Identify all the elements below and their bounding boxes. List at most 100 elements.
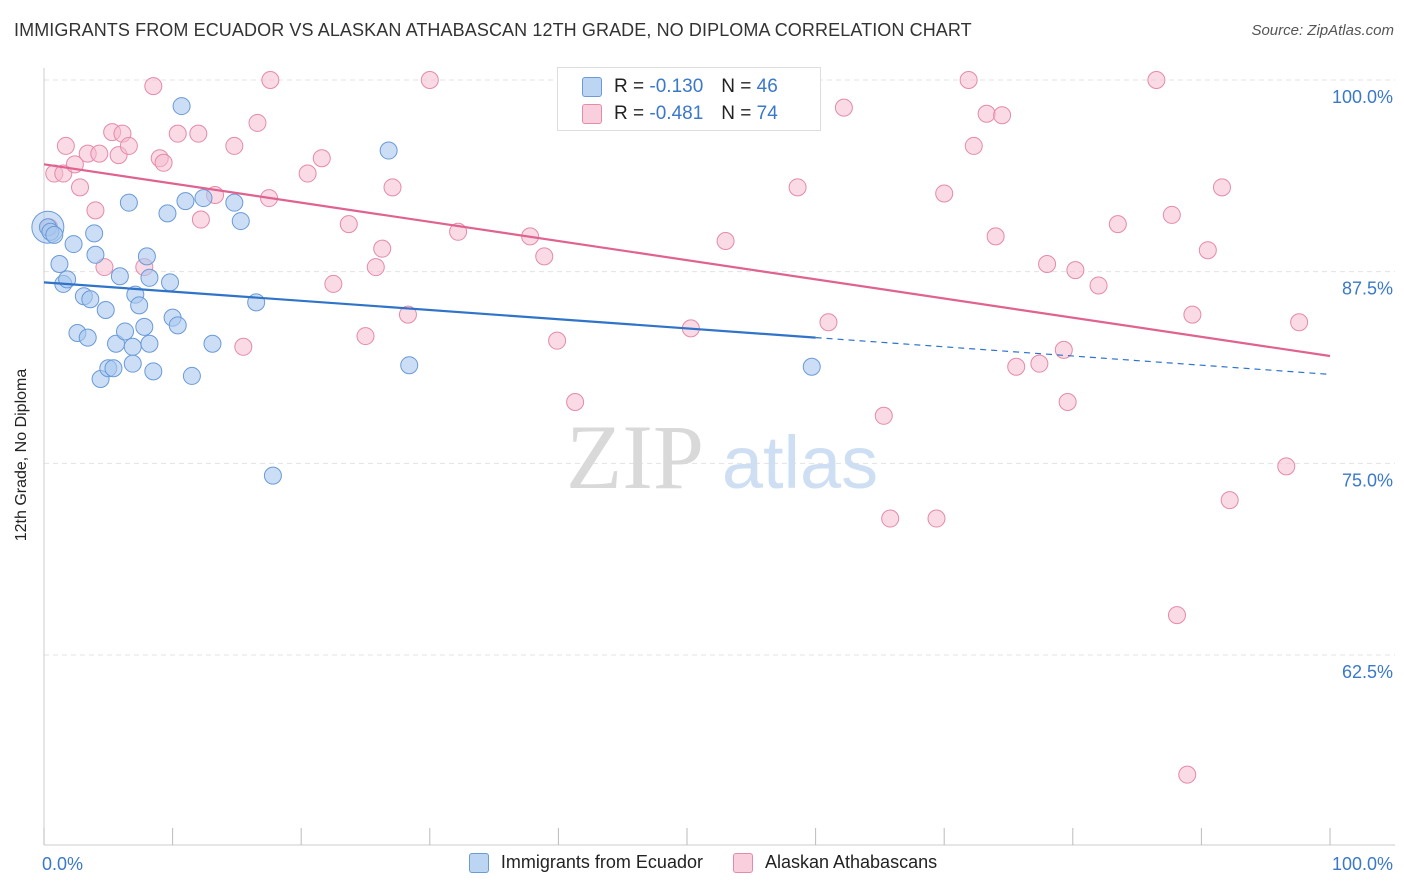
data-point-athabascan: [1167, 606, 1186, 625]
n-value: 46: [756, 76, 778, 97]
data-point-athabascan: [881, 509, 900, 528]
data-point-athabascan: [1108, 215, 1127, 234]
data-point-athabascan: [986, 227, 1005, 246]
data-point-athabascan: [398, 305, 417, 324]
watermark-atlas: atlas: [722, 421, 878, 504]
data-point-ecuador: [140, 268, 159, 287]
data-point-athabascan: [1066, 261, 1085, 280]
data-point-athabascan: [964, 136, 983, 155]
data-point-athabascan: [154, 153, 173, 172]
legend-row-athabascan: R = -0.481 N = 74: [582, 102, 778, 126]
data-point-athabascan: [56, 136, 75, 155]
legend-row-ecuador: R = -0.130 N = 46: [582, 75, 778, 99]
data-point-athabascan: [71, 178, 90, 197]
data-point-athabascan: [373, 239, 392, 258]
data-point-athabascan: [1183, 305, 1202, 324]
legend-swatch-pink: [732, 852, 753, 873]
data-point-ecuador: [78, 328, 97, 347]
data-point-athabascan: [566, 393, 585, 411]
data-point-athabascan: [1038, 255, 1057, 273]
data-point-athabascan: [1277, 457, 1296, 476]
x-tick-label-start: 0.0%: [42, 854, 83, 874]
data-point-athabascan: [834, 98, 853, 117]
data-point-ecuador: [140, 334, 159, 353]
data-point-athabascan: [1290, 313, 1309, 332]
legend-swatch-pink: [582, 104, 602, 124]
series-immigrants-from-ecuador: [31, 97, 821, 485]
data-point-ecuador: [123, 354, 142, 373]
data-point-athabascan: [324, 274, 343, 293]
data-point-ecuador: [182, 366, 201, 385]
r-label: R =: [614, 76, 645, 97]
data-point-athabascan: [1147, 71, 1166, 89]
data-point-ecuador: [176, 192, 195, 211]
y-tick-label: 62.5%: [1342, 662, 1393, 682]
data-point-ecuador: [172, 97, 191, 116]
trend-line-ecuador: [43, 281, 816, 339]
data-point-ecuador: [85, 224, 104, 243]
data-point-athabascan: [1089, 276, 1108, 295]
legend-swatch-blue: [582, 77, 602, 97]
data-point-athabascan: [1198, 241, 1217, 260]
data-point-athabascan: [927, 509, 946, 528]
data-point-athabascan: [1220, 491, 1239, 510]
data-point-ecuador: [263, 466, 282, 485]
legend-item-ecuador[interactable]: Immigrants from Ecuador: [468, 852, 703, 873]
legend-label-athabascan: Alaskan Athabascans: [764, 852, 938, 872]
data-point-athabascan: [234, 337, 253, 356]
data-point-ecuador: [161, 273, 180, 292]
data-point-athabascan: [1030, 354, 1049, 373]
chart-title: IMMIGRANTS FROM ECUADOR VS ALASKAN ATHAB…: [14, 20, 972, 40]
x-tick-label-end: 100.0%: [1332, 854, 1393, 874]
data-point-athabascan: [959, 71, 978, 89]
data-point-athabascan: [144, 77, 163, 96]
data-point-ecuador: [116, 322, 135, 341]
data-point-ecuador: [168, 316, 187, 335]
data-point-athabascan: [225, 136, 244, 155]
data-point-athabascan: [993, 106, 1012, 125]
data-point-athabascan: [90, 144, 109, 163]
data-point-athabascan: [168, 124, 187, 143]
data-point-athabascan: [189, 124, 208, 143]
data-point-ecuador: [104, 359, 123, 378]
data-point-athabascan: [366, 258, 385, 277]
legend-item-athabascan[interactable]: Alaskan Athabascans: [732, 852, 938, 873]
data-point-ecuador: [158, 204, 177, 223]
y-tick-label: 87.5%: [1342, 279, 1393, 299]
correlation-legend: R = -0.130 N = 46 R = -0.481 N = 74: [557, 67, 821, 131]
data-point-ecuador: [81, 290, 100, 309]
data-point-athabascan: [1178, 765, 1197, 784]
data-point-ecuador: [225, 193, 244, 212]
data-point-ecuador: [194, 189, 213, 208]
legend-swatch-blue: [468, 852, 489, 873]
data-point-athabascan: [191, 210, 210, 229]
source-credit: Source: ZipAtlas.com: [1251, 22, 1394, 39]
n-value: 74: [756, 103, 778, 124]
axes: [43, 68, 1395, 846]
data-point-athabascan: [1212, 178, 1231, 197]
data-point-athabascan: [420, 71, 439, 89]
trend-line-ecuador-extrapolated: [815, 337, 1331, 375]
series-legend: Immigrants from Ecuador Alaskan Athabasc…: [0, 852, 1406, 873]
data-point-athabascan: [788, 178, 807, 197]
data-point-athabascan: [1058, 393, 1077, 411]
data-point-ecuador: [45, 225, 64, 244]
data-point-athabascan: [312, 149, 331, 168]
data-point-ecuador: [123, 337, 142, 356]
data-point-athabascan: [535, 247, 554, 266]
r-value: -0.481: [649, 103, 704, 124]
data-point-ecuador: [231, 212, 250, 231]
watermark-zip: ZIP: [566, 406, 704, 508]
data-point-athabascan: [356, 327, 375, 346]
tick-labels: 62.5% 75.0% 87.5% 100.0% 0.0% 100.0%: [42, 87, 1393, 874]
data-point-ecuador: [379, 141, 398, 160]
data-point-ecuador: [119, 193, 138, 212]
data-point-ecuador: [135, 317, 154, 336]
trend-lines: [43, 163, 1331, 375]
y-tick-label: 75.0%: [1342, 470, 1393, 490]
data-point-ecuador: [110, 267, 129, 286]
data-point-ecuador: [86, 245, 105, 264]
data-point-ecuador: [50, 255, 69, 273]
data-point-ecuador: [64, 235, 83, 254]
